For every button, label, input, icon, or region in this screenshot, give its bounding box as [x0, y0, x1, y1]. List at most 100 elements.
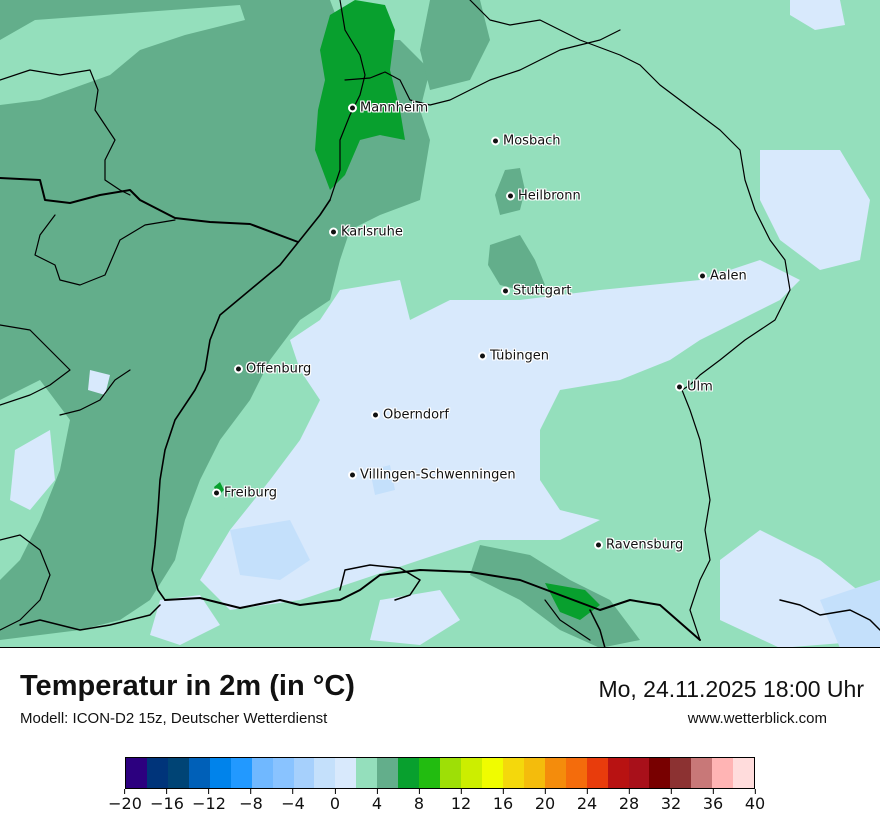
city-label: Freiburg: [224, 485, 278, 501]
colorbar-tick: 40: [745, 789, 765, 813]
colorbar-segment: [628, 758, 650, 788]
colorbar-ticks: −20 −16 −12 −8 −4 0 4 8 12 16 20 24 28 32 36 40: [108, 789, 765, 829]
city-oberndorf: Oberndorf: [371, 408, 449, 423]
city-marker-icon: [501, 286, 510, 296]
colorbar-segment: [126, 758, 147, 788]
city-marker-icon: [348, 103, 357, 113]
city-label: Villingen-Schwenningen: [360, 467, 516, 483]
city-marker-icon: [329, 227, 338, 237]
website-credit: www.wetterblick.com: [687, 710, 827, 727]
tick-label: −4: [281, 794, 305, 813]
tick-label: 36: [702, 794, 724, 813]
city-aalen: Aalen: [698, 269, 747, 284]
city-marker-icon: [348, 470, 357, 480]
colorbar-segment: [251, 758, 273, 788]
tick-mark: [166, 789, 168, 794]
city-ravensburg: Ravensburg: [594, 538, 683, 553]
tick-label: 28: [618, 794, 640, 813]
tick-mark: [124, 789, 126, 794]
model-subtitle: Modell: ICON-D2 15z, Deutscher Wetterdie…: [20, 710, 328, 727]
colorbar-segment: [670, 758, 692, 788]
tick-label: 8: [413, 794, 425, 813]
tick-mark: [292, 789, 294, 794]
tick-mark: [712, 789, 714, 794]
colorbar-segment: [502, 758, 524, 788]
city-label: Tübingen: [490, 348, 549, 364]
colorbar-tick: −12: [192, 789, 226, 813]
city-marker-icon: [234, 364, 243, 374]
city-marker-icon: [491, 136, 500, 146]
colorbar-segment: [293, 758, 315, 788]
tick-mark: [208, 789, 210, 794]
tick-mark: [754, 789, 756, 794]
colorbar-segment: [712, 758, 734, 788]
city-label: Offenburg: [246, 361, 312, 377]
city-label: Ulm: [687, 379, 713, 395]
tick-mark: [334, 789, 336, 794]
colorbar-segment: [377, 758, 399, 788]
tick-mark: [250, 789, 252, 794]
tick-label: −12: [192, 794, 226, 813]
city-mannheim: Mannheim: [348, 101, 428, 116]
colorbar-tick: −8: [239, 789, 263, 813]
map-title: Temperatur in 2m (in °C): [20, 670, 355, 702]
colorbar-segment: [691, 758, 713, 788]
city-tuebingen: Tübingen: [478, 349, 549, 364]
tick-label: 24: [576, 794, 598, 813]
city-label: Mannheim: [360, 100, 429, 116]
colorbar-tick: −4: [281, 789, 305, 813]
colorbar-segment: [272, 758, 294, 788]
tick-label: 16: [492, 794, 514, 813]
map-canvas: [0, 0, 880, 647]
colorbar-tick: −16: [150, 789, 184, 813]
tick-mark: [376, 789, 378, 794]
city-marker-icon: [594, 540, 603, 550]
city-ulm: Ulm: [675, 380, 713, 395]
colorbar-segment: [146, 758, 168, 788]
colorbar-tick: 32: [661, 789, 681, 813]
tick-label: −8: [239, 794, 263, 813]
city-heilbronn: Heilbronn: [506, 189, 581, 204]
colorbar-segment: [188, 758, 210, 788]
tick-label: 40: [744, 794, 766, 813]
colorbar-segment: [440, 758, 461, 788]
city-offenburg: Offenburg: [234, 362, 311, 377]
tick-label: −20: [108, 794, 142, 813]
colorbar-segment: [461, 758, 482, 788]
tick-mark: [502, 789, 504, 794]
colorbar-segment: [523, 758, 545, 788]
tick-label: 32: [660, 794, 682, 813]
colorbar-segment: [544, 758, 566, 788]
city-marker-icon: [506, 191, 515, 201]
city-marker-icon: [371, 410, 380, 420]
tick-mark: [460, 789, 462, 794]
tick-mark: [670, 789, 672, 794]
colorbar-tick: 4: [372, 789, 382, 813]
colorbar-segment: [356, 758, 378, 788]
city-marker-icon: [675, 382, 684, 392]
forecast-datetime: Mo, 24.11.2025 18:00 Uhr: [598, 676, 864, 702]
city-label: Mosbach: [503, 133, 561, 149]
tick-label: 0: [329, 794, 341, 813]
colorbar-segment: [230, 758, 252, 788]
city-marker-icon: [698, 271, 707, 281]
colorbar-tick: 20: [535, 789, 555, 813]
city-marker-icon: [478, 351, 487, 361]
colorbar-tick: 16: [493, 789, 513, 813]
colorbar-tick: 12: [451, 789, 471, 813]
temperature-map: Mannheim Mosbach Heilbronn Karlsruhe Aal…: [0, 0, 880, 648]
colorbar-tick: 0: [330, 789, 340, 813]
colorbar-tick: 8: [414, 789, 424, 813]
city-marker-icon: [212, 488, 221, 498]
colorbar-segment: [419, 758, 441, 788]
city-label: Oberndorf: [383, 407, 449, 423]
colorbar-segment: [398, 758, 420, 788]
tick-mark: [586, 789, 588, 794]
colorbar-tick: 28: [619, 789, 639, 813]
tick-label: −16: [150, 794, 184, 813]
city-label: Stuttgart: [513, 283, 572, 299]
colorbar-tick: 36: [703, 789, 723, 813]
city-villingen-schwenningen: Villingen-Schwenningen: [348, 468, 516, 483]
colorbar-segment: [335, 758, 357, 788]
colorbar-segment: [607, 758, 629, 788]
